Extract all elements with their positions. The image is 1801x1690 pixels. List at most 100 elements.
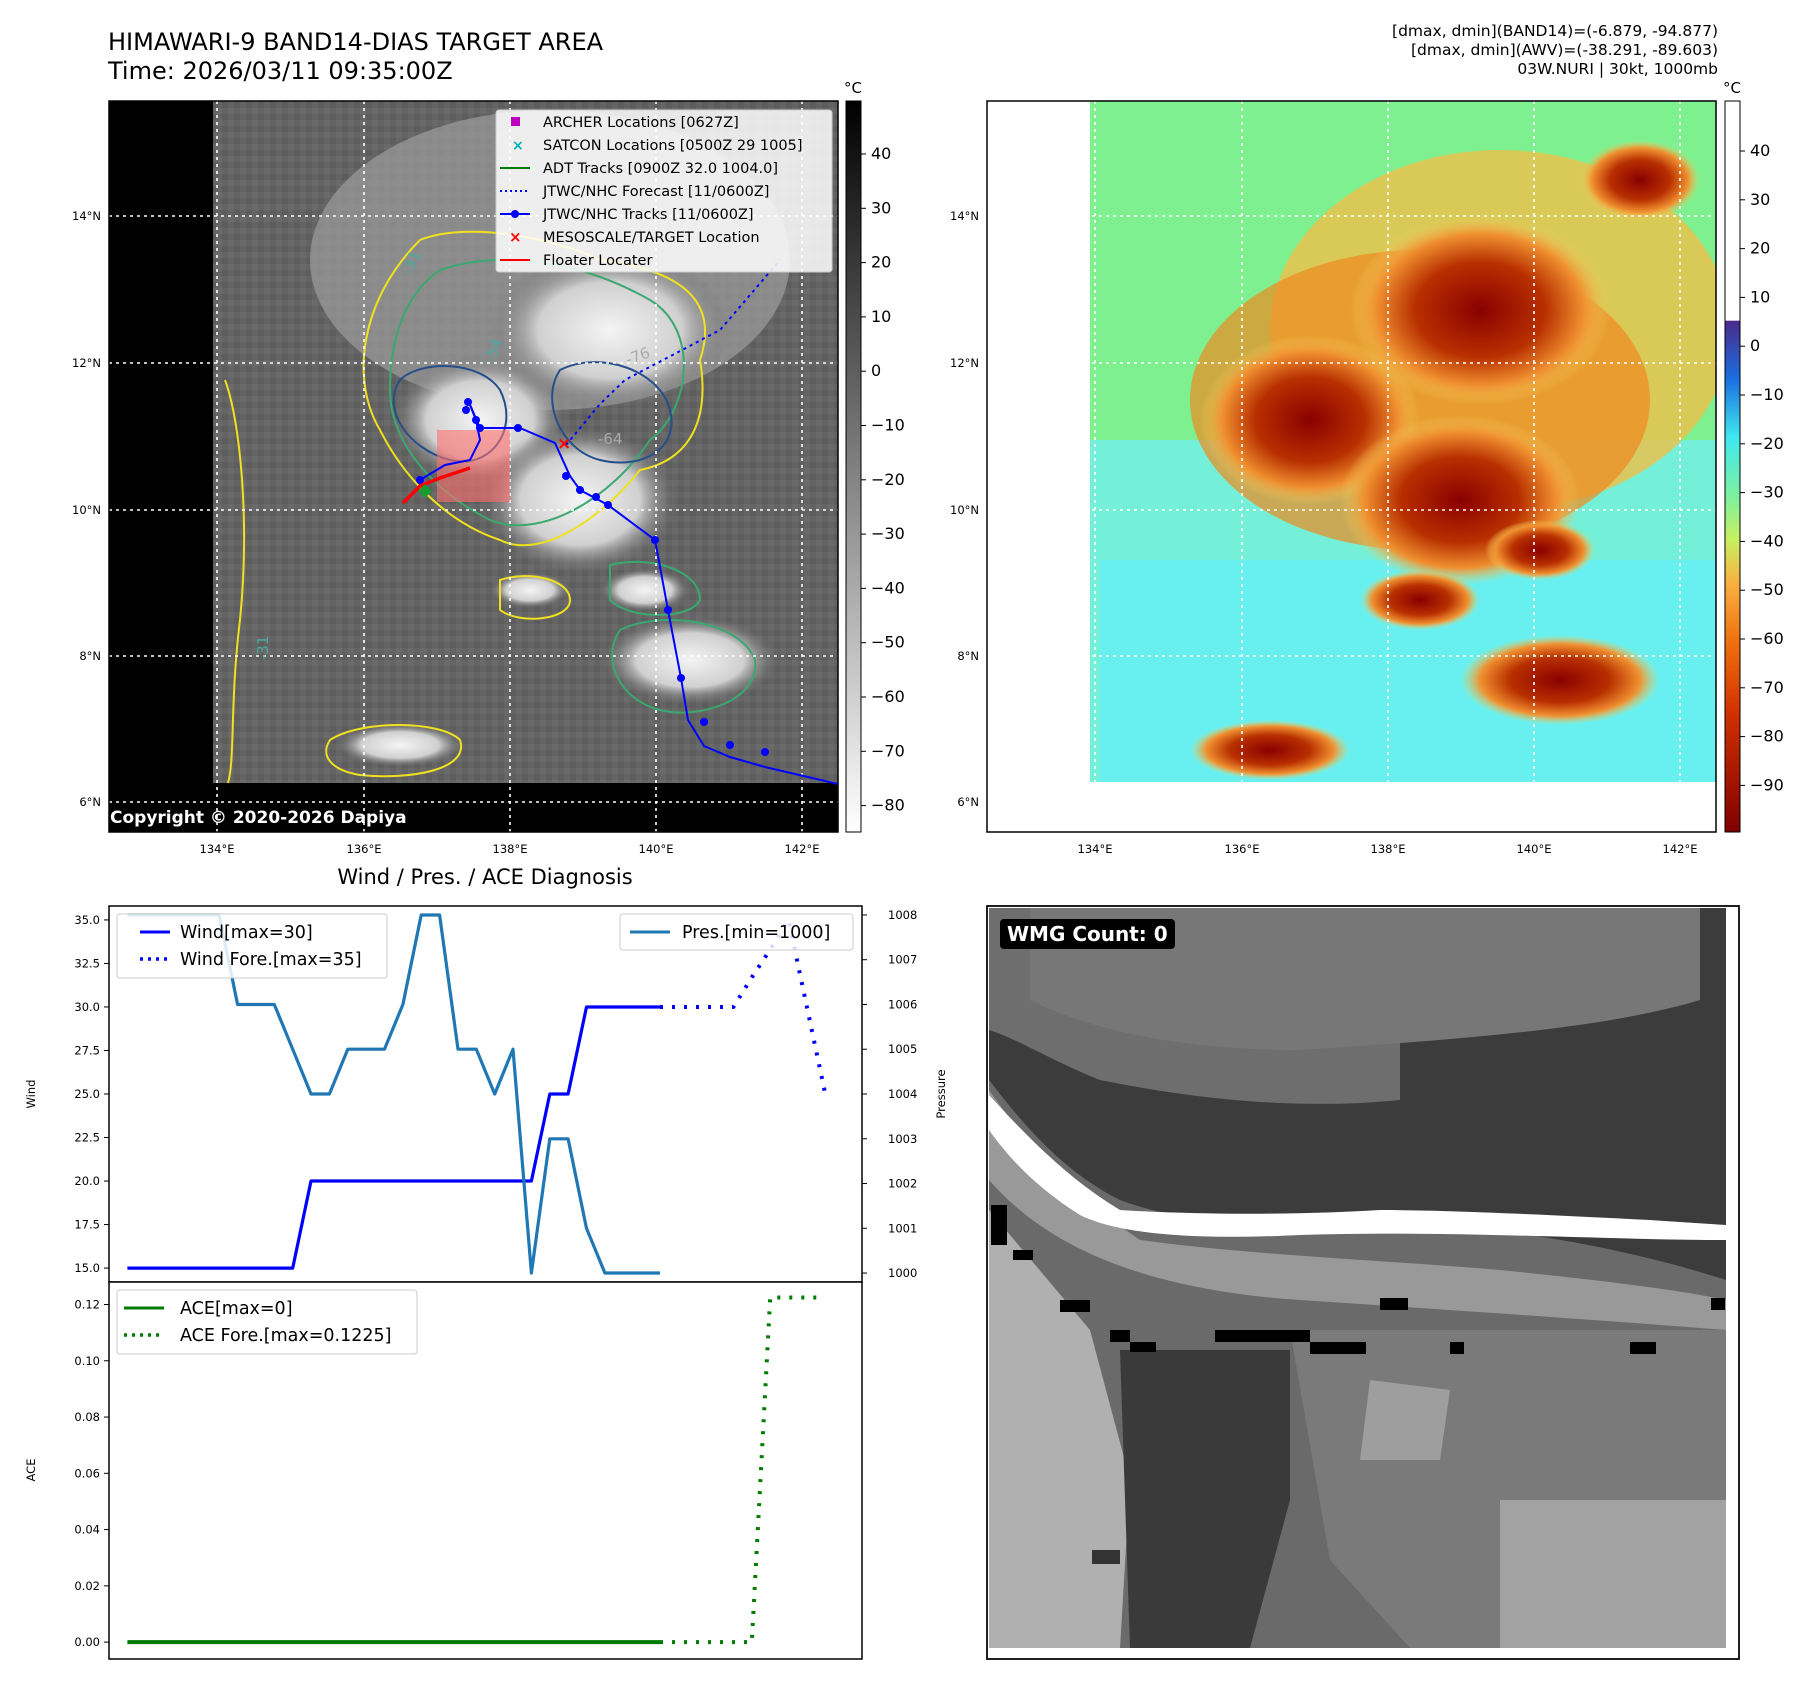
lat-tick: 12°N bbox=[72, 356, 101, 370]
legend-label: Wind Fore.[max=35] bbox=[180, 950, 362, 970]
y2-tick-label: 1008 bbox=[888, 908, 917, 922]
wmg-panel bbox=[986, 905, 1740, 1660]
info-line: [dmax, dmin](BAND14)=(-6.879, -94.877) bbox=[1392, 22, 1718, 40]
y-tick-label: 0.00 bbox=[74, 1635, 100, 1649]
lat-tick: 10°N bbox=[72, 503, 101, 517]
wind-legend: Wind[max=30] Wind Fore.[max=35] bbox=[116, 913, 388, 979]
colorbar-tick-label: 20 bbox=[871, 253, 891, 272]
jtwc-track bbox=[419, 399, 838, 785]
colorbar-unit: °C bbox=[1723, 79, 1741, 97]
copyright-label: Copyright © 2020-2026 Dapiya bbox=[110, 808, 407, 828]
colorbar-tick-label: 30 bbox=[871, 198, 891, 217]
colorbar-tick-label: −60 bbox=[871, 687, 905, 706]
y2-tick-label: 1007 bbox=[888, 953, 917, 967]
y-tick-label: 30.0 bbox=[74, 1000, 100, 1014]
y2-tick-label: 1000 bbox=[888, 1266, 917, 1280]
colorbar-tick-label: −80 bbox=[1750, 727, 1784, 746]
colorbar-tick-label: −30 bbox=[1750, 483, 1784, 502]
lon-tick: 138°E bbox=[1371, 842, 1406, 856]
colorbar-tick-label: 0 bbox=[1750, 336, 1760, 355]
y2-tick-label: 1002 bbox=[888, 1177, 917, 1191]
lat-tick: 12°N bbox=[950, 356, 979, 370]
lon-tick: 142°E bbox=[1663, 842, 1698, 856]
left-map-lon-ticks: 134°E 136°E 138°E 140°E 142°E bbox=[200, 842, 820, 856]
legend-label: MESOSCALE/TARGET Location bbox=[543, 230, 760, 246]
target-area-box bbox=[437, 430, 510, 502]
y2-tick-label: 1003 bbox=[888, 1132, 917, 1146]
y-tick-label: 20.0 bbox=[74, 1174, 100, 1188]
colorbar-tick-label: −70 bbox=[1750, 678, 1784, 697]
chart-title: Wind / Pres. / ACE Diagnosis bbox=[337, 865, 632, 889]
y-tick-label: 17.5 bbox=[74, 1218, 100, 1232]
colorbar-unit: °C bbox=[844, 79, 862, 97]
wind-pressure-chart: Wind / Pres. / ACE Diagnosis 35.0 32.5 30.… bbox=[24, 865, 948, 1283]
legend-label: ACE Fore.[max=0.1225] bbox=[180, 1326, 391, 1346]
colorbar-tick-label: 10 bbox=[1750, 287, 1770, 306]
colorbar-tick-label: −90 bbox=[1750, 775, 1784, 794]
target-location-marker: × bbox=[557, 434, 571, 454]
colorbar-tick-label: −50 bbox=[1750, 580, 1784, 599]
colorbar-tick-label: −70 bbox=[871, 741, 905, 760]
lat-tick: 8°N bbox=[79, 649, 101, 663]
colorbar-tick-label: 0 bbox=[871, 361, 881, 380]
lon-tick: 140°E bbox=[1517, 842, 1552, 856]
colorbar-tick-label: −60 bbox=[1750, 629, 1784, 648]
lon-tick: 138°E bbox=[493, 842, 528, 856]
y-tick-label: 0.06 bbox=[74, 1466, 100, 1480]
left-map-panel: × -31 -54 -76 -64 -31 × × ARCHER Locatio… bbox=[72, 79, 905, 856]
colorbar-tick-label: −50 bbox=[871, 633, 905, 652]
lon-tick: 134°E bbox=[200, 842, 235, 856]
right-map-panel: 134°E 136°E 138°E 140°E 142°E 14°N 12°N … bbox=[950, 79, 1784, 856]
figure-info: [dmax, dmin](BAND14)=(-6.879, -94.877) [… bbox=[1392, 22, 1718, 79]
colorbar-tick-label: 30 bbox=[1750, 190, 1770, 209]
red-x-icon: × bbox=[509, 228, 522, 246]
y-axis-label: Wind bbox=[24, 1080, 38, 1109]
right-map-lon-ticks: 134°E 136°E 138°E 140°E 142°E bbox=[1078, 842, 1698, 856]
figure-title: HIMAWARI-9 BAND14-DIAS TARGET AREA Time:… bbox=[108, 28, 603, 86]
lat-tick: 6°N bbox=[957, 795, 979, 809]
info-line: [dmax, dmin](AWV)=(-38.291, -89.603) bbox=[1411, 41, 1718, 59]
contour-label: -31 bbox=[254, 636, 272, 661]
jtwc-track-points bbox=[416, 398, 769, 756]
lon-tick: 136°E bbox=[1225, 842, 1260, 856]
y-tick-label: 0.04 bbox=[74, 1523, 100, 1537]
y-tick-label: 27.5 bbox=[74, 1043, 100, 1057]
colorbar-tick-label: −30 bbox=[871, 524, 905, 543]
legend-label: Wind[max=30] bbox=[180, 923, 313, 943]
lat-tick: 10°N bbox=[950, 503, 979, 517]
lat-tick: 6°N bbox=[79, 795, 101, 809]
lon-tick: 134°E bbox=[1078, 842, 1113, 856]
colorbar-tick-label: −10 bbox=[871, 416, 905, 435]
colorbar-tick-label: −20 bbox=[1750, 434, 1784, 453]
y-axis-label: ACE bbox=[24, 1459, 38, 1482]
y-tick-label: 35.0 bbox=[74, 913, 100, 927]
colorbar-tick-label: 20 bbox=[1750, 239, 1770, 258]
y-tick-label: 25.0 bbox=[74, 1087, 100, 1101]
legend-label: Floater Locater bbox=[543, 253, 652, 269]
legend-label: ACE[max=0] bbox=[180, 1299, 293, 1319]
y-tick-label: 32.5 bbox=[74, 956, 100, 970]
colorbar-tick-label: −40 bbox=[1750, 531, 1784, 550]
y2-tick-label: 1004 bbox=[888, 1087, 917, 1101]
series-line bbox=[660, 1295, 826, 1645]
legend-label: ARCHER Locations [0627Z] bbox=[543, 115, 739, 131]
cyan-x-icon: × bbox=[512, 138, 524, 154]
legend-label: JTWC/NHC Tracks [11/0600Z] bbox=[542, 207, 754, 223]
time-line: Time: 2026/03/11 09:35:00Z bbox=[108, 57, 453, 85]
ace-chart: 0.12 0.10 0.08 0.06 0.04 0.02 0.00 ACE ACE[max… bbox=[24, 1281, 863, 1660]
lon-tick: 142°E bbox=[785, 842, 820, 856]
left-map-lat-ticks: 14°N 12°N 10°N 8°N 6°N bbox=[72, 209, 101, 809]
y-tick-label: 0.08 bbox=[74, 1410, 100, 1424]
y-tick-label: 0.10 bbox=[74, 1354, 100, 1368]
floater-locater bbox=[401, 466, 471, 505]
colorbar-tick-label: −40 bbox=[871, 578, 905, 597]
storm-info-line: 03W.NURI | 30kt, 1000mb bbox=[1517, 60, 1718, 78]
lat-tick: 8°N bbox=[957, 649, 979, 663]
colorbar-tick-label: 10 bbox=[871, 307, 891, 326]
legend-label: SATCON Locations [0500Z 29 1005] bbox=[543, 138, 802, 154]
contour-label: -64 bbox=[598, 430, 623, 448]
colorbar-tick-label: −20 bbox=[871, 470, 905, 489]
title-line: HIMAWARI-9 BAND14-DIAS TARGET AREA bbox=[108, 28, 604, 56]
lon-tick: 140°E bbox=[639, 842, 674, 856]
